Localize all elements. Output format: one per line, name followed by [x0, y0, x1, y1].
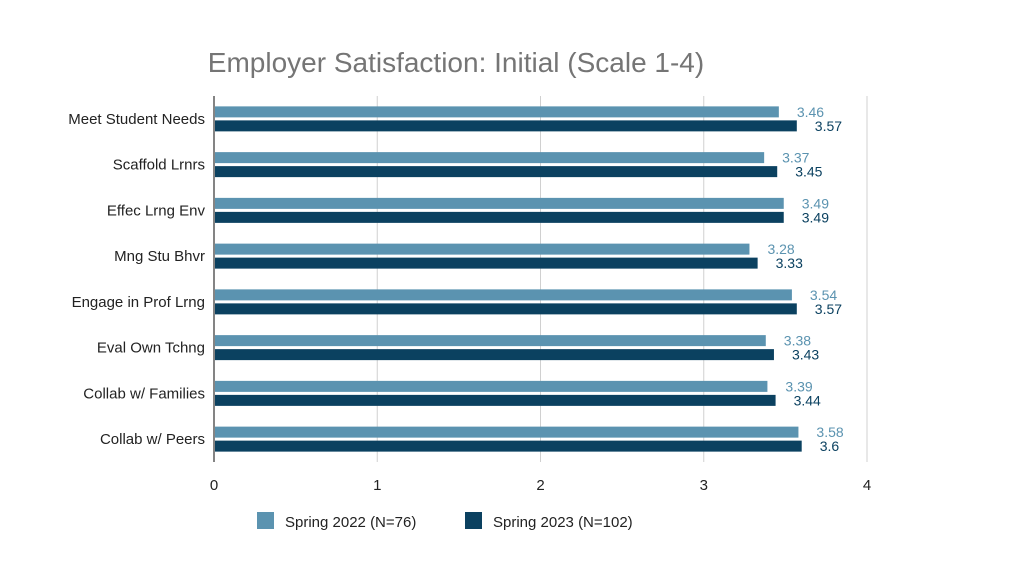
category-label: Engage in Prof Lrng	[72, 294, 205, 311]
bar	[215, 243, 750, 255]
bar	[215, 257, 758, 269]
x-tick-label: 1	[373, 477, 381, 494]
data-label: 3.57	[815, 118, 842, 134]
bar	[215, 380, 768, 392]
bar	[215, 349, 774, 361]
x-tick-label: 2	[536, 477, 544, 494]
data-label: 3.33	[776, 255, 803, 271]
x-tick-label: 4	[863, 477, 871, 494]
data-label: 3.54	[810, 287, 837, 303]
legend-swatch	[465, 512, 482, 529]
bar	[215, 426, 799, 438]
bar	[215, 197, 784, 209]
category-label: Mng Stu Bhvr	[114, 248, 205, 265]
bar	[215, 106, 779, 118]
data-label: 3.6	[820, 438, 840, 454]
category-labels: Meet Student Needs Scaffold Lrnrs Effec Lr…	[68, 111, 205, 448]
data-label: 3.38	[784, 333, 811, 349]
bar	[215, 152, 765, 164]
data-label: 3.57	[815, 301, 842, 317]
legend-label: Spring 2022 (N=76)	[285, 514, 416, 531]
data-label: 3.46	[797, 104, 824, 120]
gridlines	[213, 96, 868, 462]
category-label: Effec Lrng Env	[107, 202, 206, 219]
bar	[215, 303, 797, 315]
data-label: 3.49	[802, 209, 829, 225]
data-label: 3.28	[767, 241, 794, 257]
category-label: Meet Student Needs	[68, 111, 205, 128]
x-tick-label: 0	[210, 477, 218, 494]
category-label: Collab w/ Families	[83, 385, 205, 402]
data-label: 3.39	[785, 378, 812, 394]
category-label: Scaffold Lrnrs	[113, 157, 205, 174]
bar	[215, 440, 802, 452]
bar	[215, 289, 792, 301]
data-label: 3.43	[792, 347, 819, 363]
bar	[215, 211, 784, 223]
data-label: 3.49	[802, 195, 829, 211]
data-label: 3.37	[782, 150, 809, 166]
data-labels: 3.463.573.373.453.493.493.283.333.543.57…	[767, 104, 843, 454]
legend-label: Spring 2023 (N=102)	[493, 514, 633, 531]
legend: Spring 2022 (N=76) Spring 2023 (N=102)	[257, 512, 633, 531]
category-label: Eval Own Tchng	[97, 340, 205, 357]
x-tick-label: 3	[700, 477, 708, 494]
data-label: 3.58	[816, 424, 843, 440]
bar	[215, 166, 778, 178]
bars	[215, 106, 802, 452]
category-label: Collab w/ Peers	[100, 431, 205, 448]
bar	[215, 394, 776, 406]
data-label: 3.45	[795, 164, 822, 180]
data-label: 3.44	[794, 392, 821, 408]
bar	[215, 335, 766, 347]
bar	[215, 120, 797, 132]
x-axis-tick-labels: 0 1 2 3 4	[210, 477, 871, 494]
legend-swatch	[257, 512, 274, 529]
chart-title: Employer Satisfaction: Initial (Scale 1-…	[208, 47, 704, 78]
